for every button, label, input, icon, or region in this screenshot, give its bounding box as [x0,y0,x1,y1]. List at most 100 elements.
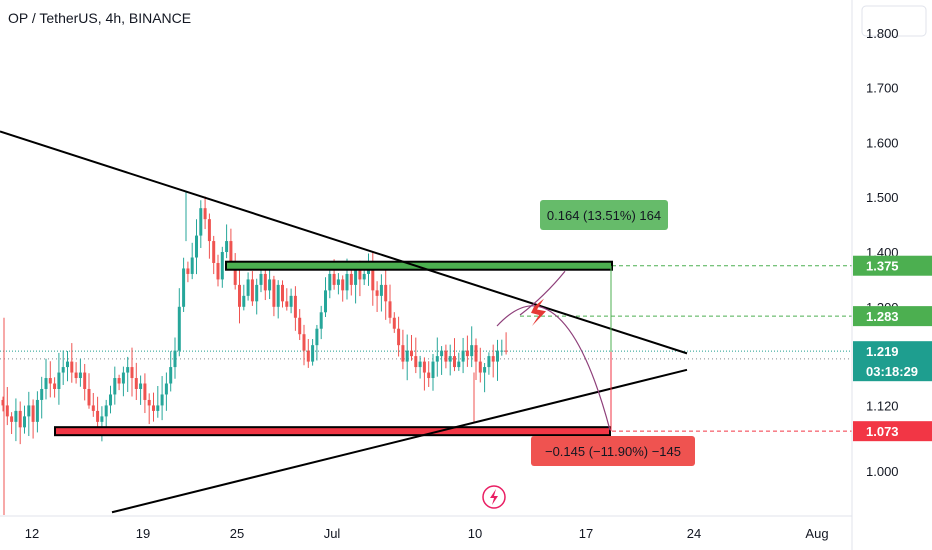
candle-body [53,383,57,389]
candle-body [487,356,491,368]
candle-body [35,399,39,422]
candle-body [156,405,160,411]
candle-body [216,262,220,280]
candle-body [18,410,22,428]
candle-body [414,356,418,368]
candle-body [83,372,87,389]
x-tick-label: 10 [468,526,482,541]
chart-title: OP / TetherUS, 4h, BINANCE [8,10,192,26]
candle-body [268,279,272,291]
price-tag-label: 1.219 [866,344,899,359]
candle-body [130,367,134,379]
candle-body [341,279,345,291]
y-tick-label: 1.700 [866,81,899,96]
candle-body [199,208,203,236]
candle-body [139,383,143,389]
candle-body [5,405,9,417]
candle-body [453,356,456,368]
candle-body [207,219,211,242]
candle-body [225,241,229,253]
candle-body [246,279,250,296]
x-tick-label: 25 [230,526,244,541]
candle-body [405,350,409,362]
support-zone [54,426,611,437]
candle-body [465,350,469,357]
candle-body [134,378,138,389]
projection-curve-down [496,305,611,431]
price-tag [853,306,932,327]
candle-body [375,290,379,296]
candle-body [461,350,465,362]
candle-body [186,268,190,274]
candle-body [91,405,95,411]
candle-body [504,350,508,352]
candle-body [259,273,263,285]
candle-body [440,350,444,357]
candle-body [324,290,327,313]
candle-body [319,312,323,329]
measure-down-box [531,436,695,466]
candle-body [177,306,181,351]
projection-curve-up [519,270,566,316]
candle-body [457,361,461,368]
candle-body [435,356,439,362]
candle-body [293,295,297,318]
candle-body [285,301,289,307]
candle-body [160,394,164,406]
candle-body [57,372,61,389]
candle-body [1,399,5,406]
candle-body [48,378,52,384]
candle-body [276,284,280,307]
lightning-icon [531,298,546,326]
candle-body [410,350,413,357]
candle-body [203,208,207,220]
candle-body [281,284,284,302]
candle-body [470,345,474,357]
candle-body [169,367,173,384]
measure-down-label: −0.145 (−11.90%) −145 [545,444,681,459]
candle-body [371,262,375,291]
replay-bolt-icon-glyph [490,489,498,505]
price-tag [853,421,932,442]
candle-body [250,279,254,302]
candle-body [496,350,499,362]
candle-body [345,273,349,291]
candle-body [238,284,241,307]
candle-body [173,350,177,368]
candle-body [444,350,448,362]
candle-body [66,361,69,368]
upper-trendline [0,130,688,355]
candle-body [121,372,125,384]
candle-body [298,317,302,335]
candle-body [263,273,267,291]
candle-body [328,273,332,291]
candle-body [379,284,383,296]
y-tick-label: 1.120 [866,398,899,413]
candle-body [388,301,392,318]
candle-body [362,273,366,280]
candle-body [100,416,104,422]
candle-body [10,416,14,422]
x-tick-label: 17 [579,526,593,541]
grid-lines [0,265,852,432]
candles-layer [1,191,508,515]
candle-body [255,284,259,302]
candle-body [212,241,216,263]
x-tick-label: 19 [136,526,150,541]
candle-body [427,372,431,379]
x-tick-label: Aug [805,526,828,541]
candle-body [336,279,340,285]
y-tick-label: 1.000 [866,464,899,479]
candle-body [500,350,504,352]
candle-body [478,361,482,373]
candle-body [70,361,74,373]
candle-body [229,241,233,263]
candle-body [152,405,155,411]
candle-body [474,345,478,362]
candle-body [195,235,198,258]
candle-body [401,345,405,362]
price-tag-label: 1.073 [866,424,899,439]
price-tag-label: 1.375 [866,259,899,274]
